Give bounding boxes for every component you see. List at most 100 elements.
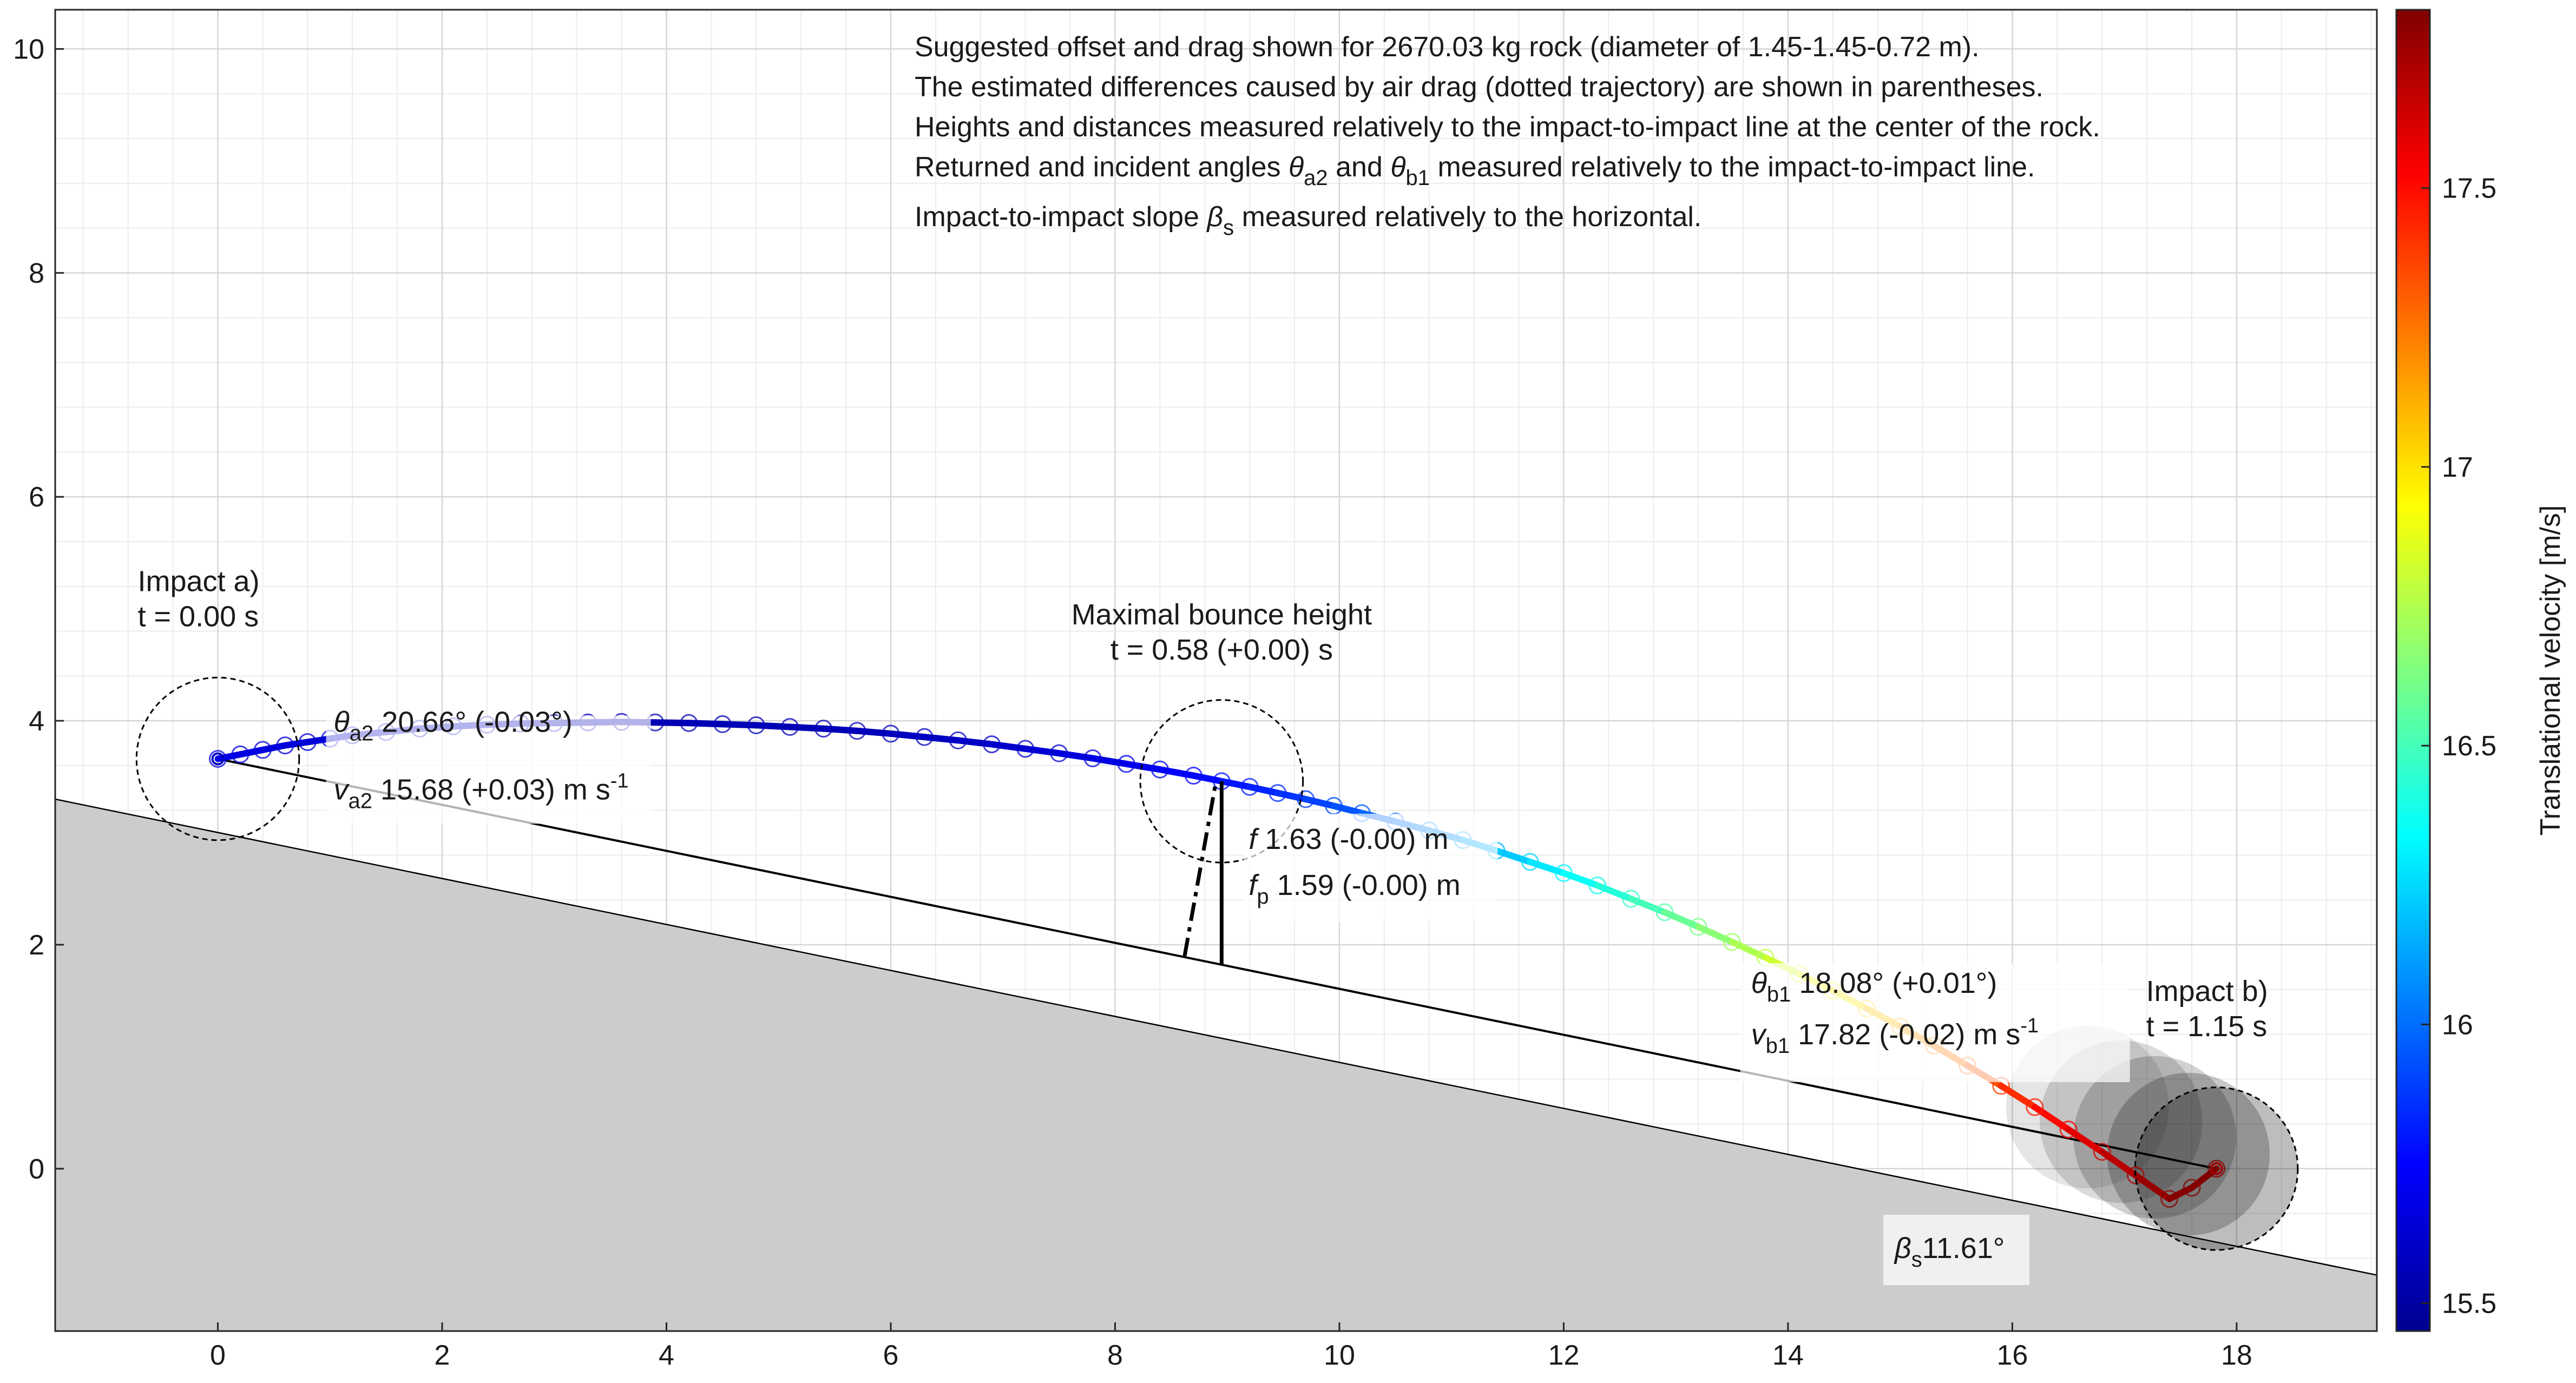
- note-text: measured relatively to the horizontal.: [1234, 201, 1701, 233]
- ghost-rock-2: [2073, 1056, 2236, 1219]
- note-text: Returned and incident angles: [915, 152, 1289, 183]
- colorbar-tick-label: 15.5: [2442, 1288, 2496, 1319]
- trajectory-point: [747, 716, 765, 734]
- x-tick-label: 6: [883, 1340, 899, 1371]
- trajectory-point: [713, 715, 732, 733]
- trajectory-segment: [2065, 1126, 2106, 1155]
- ghost-rock-3: [2107, 1072, 2270, 1236]
- impact-a-theta-value: 20.66° (-0.03°): [373, 706, 572, 738]
- max-bounce-f: f 1.63 (-0.00) m: [1248, 823, 1448, 855]
- max-bounce-time: t = 0.58 (+0.00) s: [1110, 634, 1333, 666]
- trajectory-segment: [2099, 1148, 2139, 1179]
- trajectory-point: [1269, 784, 1287, 802]
- trajectory-segment: [1997, 1082, 2038, 1111]
- trajectory-segment: [1729, 938, 1769, 961]
- colorbar-tick-label: 16.5: [2442, 730, 2496, 762]
- trajectory-segment: [820, 725, 860, 734]
- max-bounce-fp-sub: p: [1257, 885, 1269, 908]
- annotation-shapes: [135, 676, 2299, 1251]
- impact-point-1: [2210, 1162, 2223, 1175]
- trajectory-segment: [685, 720, 726, 728]
- impact-a-theta-sub: a2: [350, 721, 374, 745]
- max-bounce-fp: fp 1.59 (-0.00) m: [1248, 869, 1460, 908]
- impact-b-theta-sub: b1: [1767, 983, 1791, 1006]
- trajectory-point: [1689, 918, 1707, 936]
- trajectory-point: [253, 741, 272, 759]
- x-tick-label: 10: [1324, 1340, 1355, 1371]
- x-tick-label: 18: [2221, 1340, 2252, 1371]
- trajectory-segment: [753, 722, 793, 730]
- colorbar-label: Translational velocity [m/s]: [2535, 505, 2566, 836]
- trajectory-segment: [1055, 750, 1096, 762]
- impact-b-time: t = 1.15 s: [2146, 1010, 2268, 1043]
- trajectory-segment: [955, 737, 995, 748]
- impact-a-theta-sym: θ: [334, 706, 350, 738]
- trajectory-segment: [1274, 789, 1309, 802]
- y-tick-label: 8: [29, 258, 44, 289]
- trajectory-segment: [1218, 778, 1253, 791]
- max-bounce-fp-sym: f: [1248, 869, 1259, 901]
- rock-outline-impact-a: [135, 676, 300, 841]
- note-sym: β: [1206, 201, 1223, 233]
- trajectory-segment: [853, 727, 894, 737]
- impact-a-velocity-sub: a2: [349, 789, 373, 813]
- slope-label: βs11.61°: [1894, 1232, 2005, 1272]
- impact-a-label: Impact a): [138, 565, 260, 597]
- trajectory-point: [983, 735, 1001, 754]
- colorbar-tick-label: 17: [2442, 452, 2473, 483]
- trajectory-segment: [1661, 909, 1702, 930]
- impact-b-label: Impact b): [2146, 975, 2268, 1007]
- note-text: measured relatively to the impact-to-imp…: [1430, 152, 2035, 183]
- colorbar-tick-label: 17.5: [2442, 173, 2496, 205]
- note-line-1: Suggested offset and drag shown for 2670…: [915, 31, 1980, 63]
- trajectory-point: [1622, 890, 1640, 908]
- note-line-5: Impact-to-impact slope βs measured relat…: [915, 201, 1701, 240]
- trajectory-segment: [281, 739, 311, 749]
- trajectory-segment: [1089, 755, 1130, 767]
- note-sub: b1: [1406, 166, 1430, 190]
- trajectory-point: [780, 718, 799, 736]
- trajectory-point: [2183, 1178, 2201, 1197]
- trajectory-segment: [1594, 882, 1634, 903]
- trajectory-segment: [887, 730, 928, 741]
- trajectory-point: [2093, 1143, 2111, 1161]
- max-bounce-fp-value: 1.59 (-0.00) m: [1269, 869, 1461, 901]
- trajectory-segment: [1022, 745, 1062, 757]
- impact-point-0: [211, 752, 225, 766]
- impact-line-layer: [218, 758, 2217, 1170]
- impact-a-velocity-sym: v: [334, 773, 350, 806]
- trajectory-point: [1723, 933, 1741, 951]
- trajectory-point: [848, 722, 866, 740]
- impact-b-velocity: vb1 17.82 (-0.02) m s-1: [1751, 1015, 2039, 1058]
- trajectory-point: [1050, 744, 1068, 762]
- note-sym: θ: [1390, 152, 1405, 183]
- max-bounce-f-value: 1.63 (-0.00) m: [1257, 823, 1448, 855]
- max-bounce-f-sym: f: [1248, 823, 1259, 855]
- trajectory-segment: [214, 751, 244, 762]
- annotation-backgrounds: [326, 715, 2130, 1286]
- impact-a-velocity-exp: -1: [610, 769, 629, 792]
- x-tick-label: 4: [659, 1340, 674, 1371]
- slope-label-sym: β: [1894, 1232, 1911, 1265]
- trajectory-segment: [259, 742, 288, 753]
- trajectory-segment: [1123, 760, 1164, 773]
- colorbar-ticks: 15.5 16 16.5 17 17.5 Translational velocity […: [2421, 173, 2566, 1319]
- trajectory-segment: [786, 723, 827, 732]
- y-tick-label: 0: [29, 1154, 44, 1185]
- ground-area: [55, 798, 2377, 1331]
- note-line-4: Returned and incident angles θa2 and θb1…: [915, 152, 2035, 190]
- colorbar-tick-label: 16: [2442, 1009, 2473, 1040]
- impact-b-velocity-sym: v: [1751, 1018, 1767, 1051]
- trajectory-point: [680, 714, 698, 732]
- trajectory-segment: [1302, 795, 1337, 809]
- trajectory-segment: [1156, 766, 1197, 779]
- plot-frame: [54, 9, 2378, 1332]
- y-tick-label: 4: [29, 706, 44, 737]
- x-tick-label: 2: [435, 1340, 450, 1371]
- trajectory-point: [209, 749, 227, 768]
- trajectory-segment: [2031, 1104, 2072, 1133]
- trajectory-segment: [2166, 1184, 2196, 1202]
- rock-outline-max-bounce: [1139, 699, 1304, 864]
- trajectory-point: [2026, 1098, 2044, 1116]
